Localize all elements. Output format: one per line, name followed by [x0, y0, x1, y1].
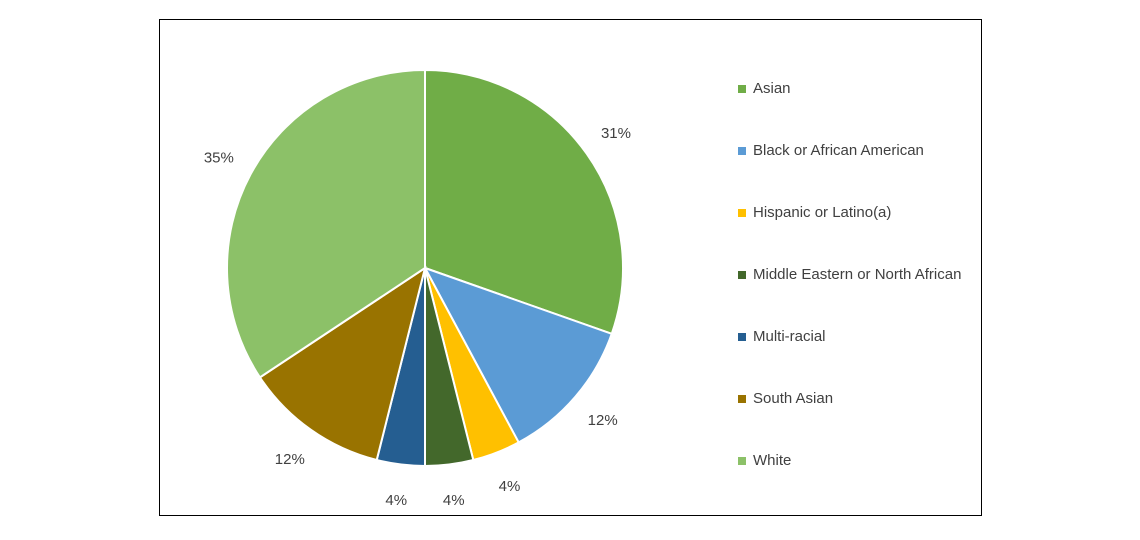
legend-swatch: [738, 209, 746, 217]
legend-item-multi-racial: Multi-racial: [738, 326, 963, 348]
legend-item-south-asian: South Asian: [738, 388, 963, 410]
pie-slice-south-asian: [258, 265, 427, 462]
pie-slices: [226, 68, 624, 468]
data-label-multi-racial: 4%: [385, 492, 407, 509]
legend-item-black-or-african-american: Black or African American: [738, 140, 963, 162]
legend-swatch: [738, 147, 746, 155]
pie-slice-asian: [424, 68, 624, 336]
legend-label: Middle Eastern or North African: [753, 266, 962, 283]
data-label-south-asian: 12%: [275, 451, 305, 468]
legend-label: South Asian: [753, 390, 834, 407]
data-label-white: 35%: [204, 149, 234, 166]
legend-label: Hispanic or Latino(a): [753, 204, 892, 221]
legend-swatch: [738, 85, 746, 93]
legend-label: Asian: [753, 80, 791, 97]
data-label-hispanic-or-latino-a: 4%: [499, 478, 521, 495]
data-label-black-or-african-american: 12%: [588, 412, 618, 429]
legend-swatch: [738, 333, 746, 341]
legend-item-middle-eastern-or-north-african: Middle Eastern or North African: [738, 264, 963, 286]
legend-swatch: [738, 395, 746, 403]
data-label-middle-eastern-or-north-african: 4%: [443, 492, 465, 509]
legend-item-hispanic-or-latino-a: Hispanic or Latino(a): [738, 202, 963, 224]
legend-label: Multi-racial: [753, 328, 826, 345]
legend-swatch: [738, 457, 746, 465]
data-label-asian: 31%: [601, 125, 631, 142]
pie-slice-black-or-african-american: [422, 266, 614, 444]
legend-label: Black or African American: [753, 142, 924, 159]
legend-item-asian: Asian: [738, 78, 963, 100]
legend-label: White: [753, 452, 792, 469]
legend-item-white: White: [738, 450, 963, 472]
data-labels: 31% 12% 4% 4% 4% 12% 35%: [204, 125, 631, 509]
pie-slice-white: [226, 68, 426, 379]
legend-swatch: [738, 271, 746, 279]
